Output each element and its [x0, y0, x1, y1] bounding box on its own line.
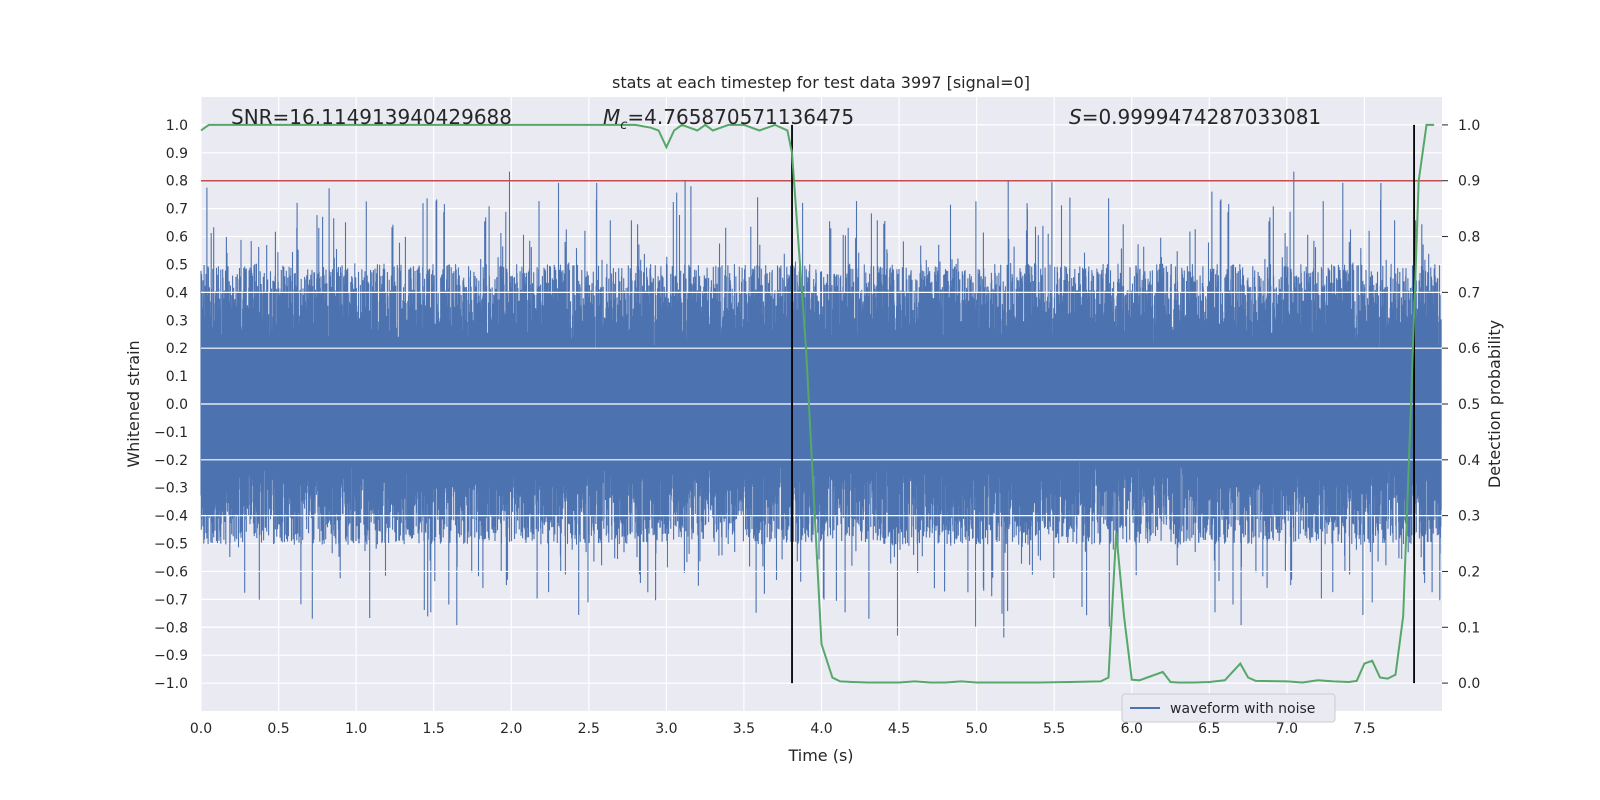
y-tick-label: 0.0 [166, 397, 188, 413]
y2-tick-labels: 1.0 0.9 0.8 0.7 0.6 0.5 0.4 0.3 0.2 0.1 0.0 [1442, 118, 1480, 692]
x-tick-label: 7.5 [1353, 721, 1375, 737]
y-tick-label: 1.0 [166, 118, 188, 134]
x-tick-label: 6.0 [1121, 721, 1143, 737]
y-tick-label: 0.7 [166, 202, 188, 218]
chart-title: stats at each timestep for test data 399… [612, 73, 1030, 92]
x-tick-labels: 0.0 0.5 1.0 1.5 2.0 2.5 3.0 3.5 4.0 4.5 5.0 5.5 6.0 6… [190, 721, 1376, 737]
y2-tick-label: 0.5 [1458, 397, 1480, 413]
waveform-trace [200, 171, 1442, 638]
legend-label: waveform with noise [1170, 701, 1315, 717]
snr-annotation: SNR=16.114913940429688 [231, 105, 512, 129]
x-tick-label: 3.5 [733, 721, 755, 737]
x-tick-label: 2.0 [500, 721, 522, 737]
x-tick-label: 0.0 [190, 721, 212, 737]
y-axis-label: Whitened strain [124, 340, 143, 467]
x-tick-label: 0.5 [267, 721, 289, 737]
x-tick-label: 2.5 [578, 721, 600, 737]
y2-tick-label: 0.8 [1458, 230, 1480, 246]
y-tick-label: 0.2 [166, 341, 188, 357]
x-tick-label: 3.0 [655, 721, 677, 737]
y-tick-label: −0.4 [154, 509, 188, 525]
significance-value: =0.9999474287033081 [1082, 105, 1321, 129]
legend: waveform with noise [1121, 693, 1336, 723]
y-tick-label: −0.7 [154, 592, 188, 608]
y-tick-label: 0.4 [166, 285, 188, 301]
y2-tick-label: 0.2 [1458, 564, 1480, 580]
y-tick-label: −0.2 [154, 453, 188, 469]
y2-axis-label: Detection probability [1485, 320, 1504, 488]
significance-symbol: S [1069, 105, 1082, 129]
x-tick-label: 5.5 [1043, 721, 1065, 737]
y-tick-label: 0.3 [166, 313, 188, 329]
y-tick-label: 0.5 [166, 257, 188, 273]
y2-tick-label: 0.1 [1458, 620, 1480, 636]
y-tick-label: −0.9 [154, 648, 188, 664]
x-tick-label: 4.0 [810, 721, 832, 737]
y2-tick-label: 1.0 [1458, 118, 1480, 134]
y-tick-labels: 1.0 0.9 0.8 0.7 0.6 0.5 0.4 0.3 0.2 0.1 0.0 −0.1 −0.… [154, 118, 188, 692]
probability-line [200, 123, 1435, 684]
x-tick-label: 1.0 [345, 721, 367, 737]
significance-annotation: S=0.9999474287033081 [1069, 105, 1321, 129]
chirp-mass-symbol: M [603, 105, 620, 129]
x-tick-label: 4.5 [888, 721, 910, 737]
y-tick-label: −0.8 [154, 620, 188, 636]
probability-series [200, 123, 1435, 684]
y-tick-label: 0.9 [166, 146, 188, 162]
legend-box [1121, 693, 1336, 723]
x-tick-label: 7.0 [1276, 721, 1298, 737]
y2-tick-label: 0.9 [1458, 174, 1480, 190]
y-tick-label: 0.8 [166, 174, 188, 190]
y2-tick-label: 0.0 [1458, 676, 1480, 692]
chirp-mass-annotation: Mc=4.765870571136475 [603, 105, 854, 133]
y2-tick-label: 0.7 [1458, 285, 1480, 301]
chirp-mass-subscript: c [620, 118, 627, 133]
y-tick-label: −0.3 [154, 481, 188, 497]
y-tick-label: 0.1 [166, 369, 188, 385]
y2-tick-label: 0.3 [1458, 509, 1480, 525]
y2-tick-label: 0.4 [1458, 453, 1480, 469]
x-tick-label: 1.5 [423, 721, 445, 737]
y-tick-label: 0.6 [166, 230, 188, 246]
chirp-mass-value: =4.765870571136475 [627, 105, 854, 129]
y-tick-label: −0.1 [154, 425, 188, 441]
y-tick-label: −1.0 [154, 676, 188, 692]
y-tick-label: −0.5 [154, 537, 188, 553]
x-axis-label: Time (s) [787, 746, 853, 765]
y2-tick-label: 0.6 [1458, 341, 1480, 357]
waveform-series [200, 171, 1442, 638]
x-tick-label: 5.0 [965, 721, 987, 737]
y-tick-label: −0.6 [154, 564, 188, 580]
x-tick-label: 6.5 [1198, 721, 1220, 737]
